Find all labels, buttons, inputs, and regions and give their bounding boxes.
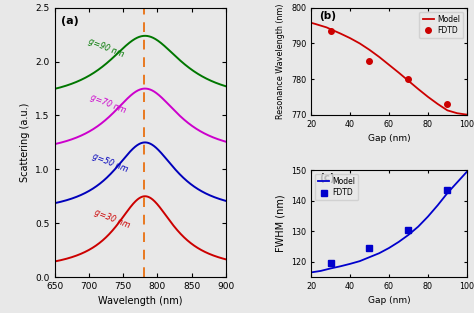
Text: g=50 nm: g=50 nm bbox=[91, 151, 129, 174]
Model bbox=[435, 203, 440, 207]
Model bbox=[464, 170, 470, 174]
FDTD bbox=[445, 102, 450, 106]
Model bbox=[357, 259, 363, 263]
Model bbox=[415, 87, 421, 91]
Legend: Model, FDTD: Model, FDTD bbox=[315, 174, 358, 200]
Text: (a): (a) bbox=[61, 16, 79, 26]
Model bbox=[367, 48, 373, 52]
Model bbox=[396, 71, 401, 74]
Model bbox=[318, 24, 324, 28]
X-axis label: Gap (nm): Gap (nm) bbox=[368, 296, 410, 305]
FDTD bbox=[406, 77, 411, 81]
Model bbox=[435, 102, 440, 106]
Line: FDTD: FDTD bbox=[328, 28, 450, 107]
Model bbox=[454, 111, 460, 115]
FDTD bbox=[367, 246, 373, 250]
FDTD bbox=[328, 261, 333, 265]
Model bbox=[445, 109, 450, 112]
Model bbox=[308, 21, 314, 25]
Model bbox=[312, 22, 318, 26]
Text: g=90 nm: g=90 nm bbox=[87, 37, 125, 59]
Model bbox=[308, 270, 314, 274]
Model bbox=[406, 233, 411, 237]
Model bbox=[357, 42, 363, 45]
Model bbox=[425, 215, 431, 218]
Model bbox=[376, 251, 382, 255]
Y-axis label: Resonance Wavelength (nm): Resonance Wavelength (nm) bbox=[276, 3, 285, 119]
Line: Model: Model bbox=[311, 172, 467, 272]
Y-axis label: FWHM (nm): FWHM (nm) bbox=[275, 195, 285, 252]
Model bbox=[415, 225, 421, 228]
Text: g=70 nm: g=70 nm bbox=[89, 93, 127, 115]
Model bbox=[406, 79, 411, 83]
Model bbox=[324, 26, 329, 29]
Model bbox=[337, 32, 343, 35]
X-axis label: Gap (nm): Gap (nm) bbox=[368, 134, 410, 143]
Y-axis label: Scattering (a.u.): Scattering (a.u.) bbox=[20, 103, 30, 182]
Model bbox=[328, 267, 333, 270]
Text: g=30 nm: g=30 nm bbox=[93, 207, 131, 230]
Model bbox=[464, 113, 470, 116]
Model bbox=[386, 246, 392, 250]
Model bbox=[318, 269, 324, 273]
Model bbox=[347, 262, 353, 266]
Text: (c): (c) bbox=[319, 173, 335, 183]
Model bbox=[386, 63, 392, 67]
Model bbox=[367, 255, 373, 259]
FDTD bbox=[445, 188, 450, 192]
FDTD bbox=[367, 59, 373, 63]
Line: Model: Model bbox=[311, 23, 467, 115]
Model bbox=[454, 181, 460, 184]
Model bbox=[328, 27, 333, 31]
Model bbox=[445, 191, 450, 195]
FDTD bbox=[328, 29, 333, 33]
Model bbox=[337, 264, 343, 268]
X-axis label: Wavelength (nm): Wavelength (nm) bbox=[98, 296, 182, 306]
Text: (b): (b) bbox=[319, 11, 336, 21]
Legend: Model, FDTD: Model, FDTD bbox=[419, 12, 463, 38]
FDTD bbox=[406, 228, 411, 232]
Model bbox=[396, 240, 401, 244]
Model bbox=[425, 95, 431, 99]
Model bbox=[376, 55, 382, 59]
Line: FDTD: FDTD bbox=[328, 187, 450, 266]
Model bbox=[347, 36, 353, 40]
